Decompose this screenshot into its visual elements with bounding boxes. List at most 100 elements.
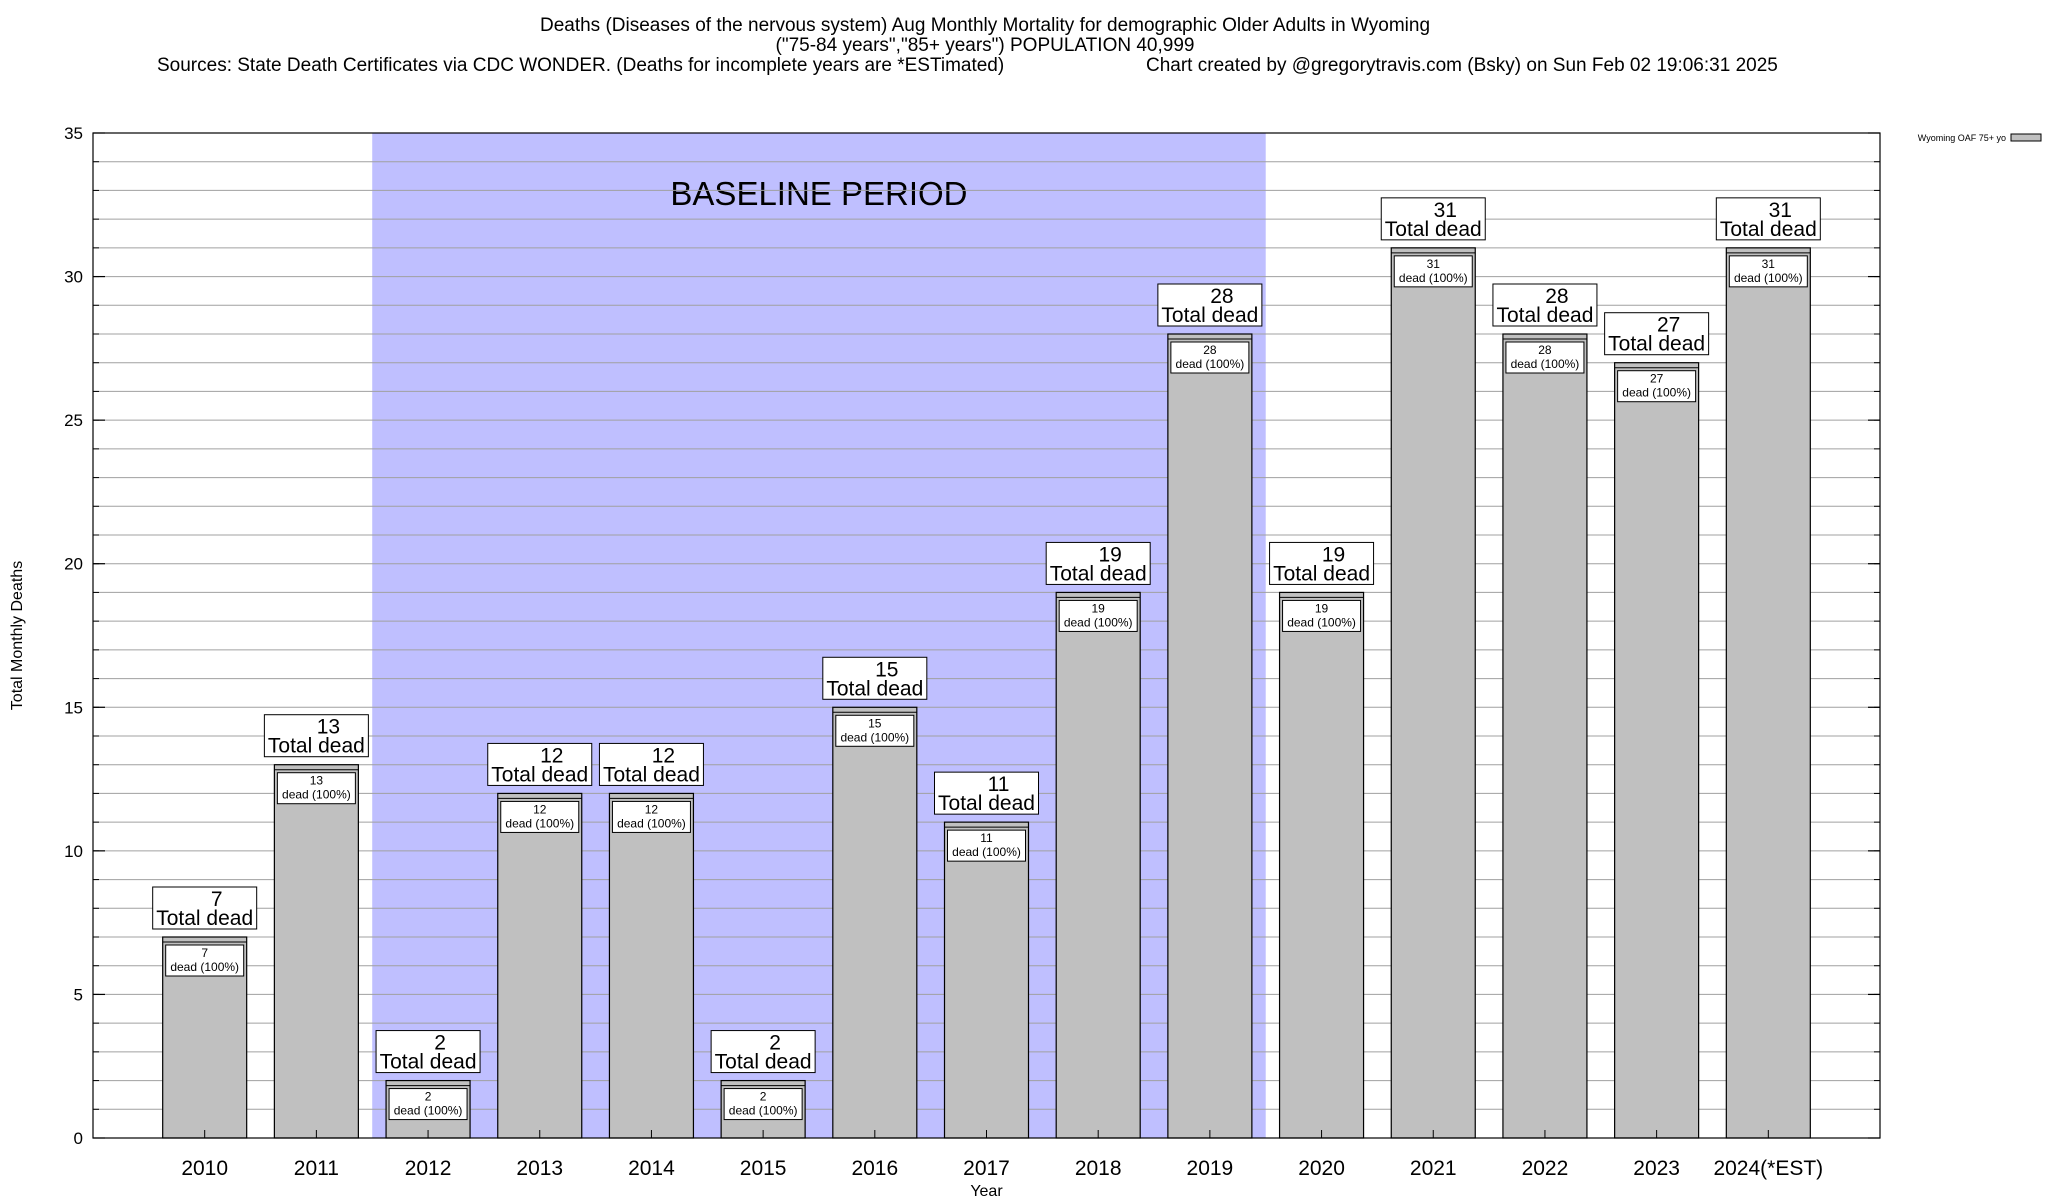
total-value-label: 11 [988,773,1010,796]
y-tick-label: 25 [64,411,83,430]
x-category-label: 2014 [628,1157,675,1180]
inner-percent-label: dead (100%) [282,788,351,802]
inner-label-box [1058,599,1138,632]
y-tick-label: 15 [64,698,83,717]
total-dead-label: Total dead [1385,218,1482,241]
inner-percent-label: dead (100%) [1287,615,1356,629]
inner-percent-label: dead (100%) [1511,357,1580,371]
bar [1390,247,1476,1139]
chart-subtitle-line-2: ("75-84 years","85+ years") POPULATION 4… [776,35,1195,56]
total-value-label: 15 [875,658,898,681]
inner-value-label: 28 [1538,343,1552,357]
total-dead-label: Total dead [268,735,365,758]
y-tick-label: 10 [64,842,83,861]
inner-value-label: 31 [1762,257,1776,271]
bars [162,247,1811,1139]
inner-value-label: 7 [201,946,208,960]
bar [832,706,918,1139]
total-label-box [487,742,593,786]
total-label-box [1157,283,1263,327]
inner-percent-label: dead (100%) [729,1104,798,1118]
total-value-label: 19 [1322,543,1345,566]
x-category-label: 2018 [1075,1157,1122,1180]
y-tick-label: 30 [64,268,83,287]
total-label-box [1269,541,1375,585]
x-category-label: 2017 [963,1157,1010,1180]
total-dead-label: Total dead [1273,562,1370,585]
bar [608,792,695,1139]
y-tick-label: 20 [64,555,83,574]
bar [1055,591,1141,1139]
y-tick-label: 0 [74,1129,83,1148]
total-dead-label: Total dead [715,1051,812,1074]
inner-label-box [1170,341,1250,374]
inner-label-box [1393,255,1473,288]
total-label-box [1045,541,1151,585]
inner-value-label: 27 [1650,372,1664,386]
total-dead-label: Total dead [1496,304,1593,327]
total-value-label: 2 [769,1032,781,1055]
inner-label-box [276,772,356,805]
total-label-box [263,714,369,758]
total-label-box [1715,197,1821,241]
total-value-label: 12 [540,744,563,767]
inner-percent-label: dead (100%) [840,730,909,744]
total-label-box [598,742,704,786]
bar [497,792,583,1139]
inner-value-label: 28 [1203,343,1217,357]
x-category-label: 2015 [740,1157,787,1180]
chart-sources-line: Sources: State Death Certificates via CD… [157,55,1004,76]
x-category-label: 2012 [405,1157,452,1180]
total-dead-label: Total dead [491,763,588,786]
x-category-label: 2020 [1298,1157,1345,1180]
total-dead-label: Total dead [1050,562,1147,585]
inner-label-box [500,800,580,833]
inner-percent-label: dead (100%) [394,1104,463,1118]
inner-percent-label: dead (100%) [1734,271,1803,285]
inner-percent-label: dead (100%) [952,845,1021,859]
x-category-label: 2013 [516,1157,563,1180]
inner-value-label: 13 [310,774,324,788]
total-value-label: 31 [1434,199,1457,222]
chart-title-line-1: Deaths (Diseases of the nervous system) … [540,15,1430,36]
total-value-label: 31 [1769,199,1792,222]
inner-percent-label: dead (100%) [505,816,574,830]
legend-swatch [2010,133,2042,142]
inner-value-label: 19 [1092,601,1106,615]
total-dead-label: Total dead [156,907,253,930]
inner-value-label: 2 [425,1090,432,1104]
bar [1502,333,1588,1139]
inner-percent-label: dead (100%) [170,960,239,974]
inner-value-label: 19 [1315,601,1329,615]
inner-value-label: 12 [645,802,659,816]
x-category-label: 2024(*EST) [1713,1157,1823,1180]
inner-value-label: 31 [1427,257,1441,271]
total-dead-label: Total dead [1161,304,1258,327]
inner-label-box [1728,255,1808,288]
x-category-label: 2010 [181,1157,228,1180]
axes: 0 5 10 15 20 25 30 35 2010 2011 2012 2013 2014 2015 20… [9,124,1881,1200]
bar [1278,591,1365,1139]
y-tick-label: 35 [64,124,83,143]
total-label-box [1380,197,1486,241]
inner-percent-label: dead (100%) [617,816,686,830]
total-value-label: 2 [434,1032,446,1055]
bar [273,764,359,1139]
chart-title: Deaths (Diseases of the nervous system) … [157,15,1778,76]
total-label-box [1492,283,1598,327]
inner-label-box [1617,370,1697,403]
x-category-label: 2021 [1410,1157,1457,1180]
legend-entry-label: Wyoming OAF 75+ yo [1918,133,2006,143]
total-value-label: 12 [652,744,675,767]
baseline-period-label: BASELINE PERIOD [670,175,967,212]
total-value-label: 27 [1657,314,1680,337]
total-label-box [152,886,258,930]
x-axis-title: Year [970,1183,1003,1200]
inner-percent-label: dead (100%) [1622,386,1691,400]
bar [943,821,1030,1139]
total-dead-label: Total dead [826,677,923,700]
inner-value-label: 12 [533,802,547,816]
x-category-label: 2023 [1633,1157,1680,1180]
